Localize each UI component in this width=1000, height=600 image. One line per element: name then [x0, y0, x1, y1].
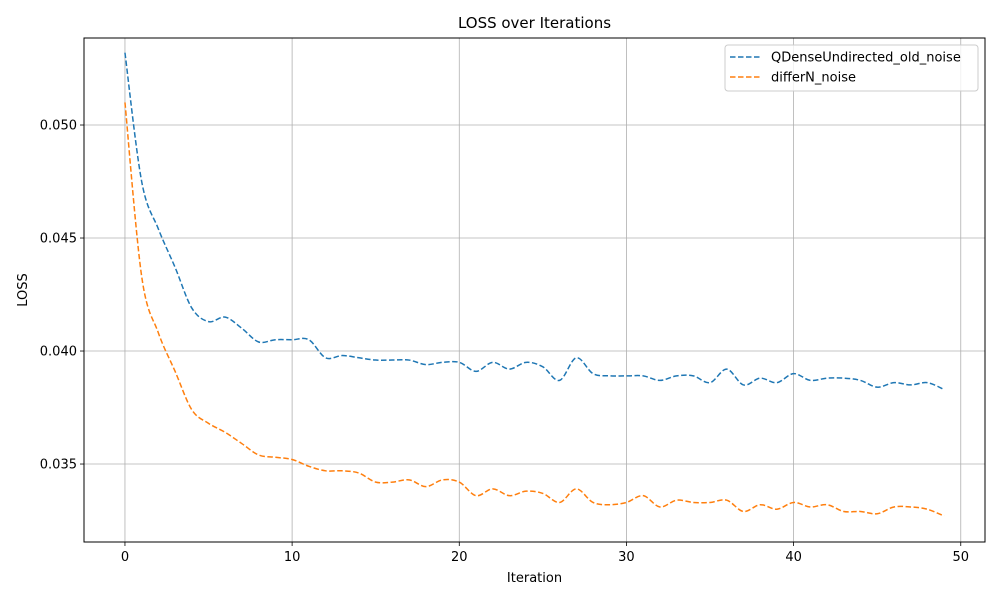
y-tick-label: 0.050: [40, 119, 77, 134]
y-tick-label: 0.040: [40, 345, 77, 360]
grid: [84, 38, 985, 542]
x-axis-label: Iteration: [507, 571, 562, 586]
legend-label-series-1: differN_noise: [771, 71, 856, 86]
series-line-1: [124, 102, 945, 517]
x-tick-label: 40: [785, 550, 802, 565]
x-tick-label: 20: [451, 550, 468, 565]
y-tick-label: 0.045: [40, 232, 77, 247]
legend-label-series-0: QDenseUndirected_old_noise: [771, 51, 961, 66]
y-tick-label: 0.035: [40, 458, 77, 473]
x-tick-label: 30: [618, 550, 635, 565]
x-tick-label: 10: [284, 550, 301, 565]
chart-title: LOSS over Iterations: [458, 14, 611, 32]
x-tick-label: 50: [952, 550, 969, 565]
x-tick-label: 0: [121, 550, 129, 565]
series-line-0: [124, 52, 945, 391]
series-lines: [124, 52, 945, 517]
legend: QDenseUndirected_old_noise differN_noise: [724, 44, 979, 92]
y-axis-label: LOSS: [16, 273, 31, 307]
legend-frame: [724, 44, 979, 92]
axis-ticks: 0 10 20 30 40 50 0.035 0.040 0.045 0.050: [40, 119, 969, 565]
plot-frame: [83, 37, 986, 543]
